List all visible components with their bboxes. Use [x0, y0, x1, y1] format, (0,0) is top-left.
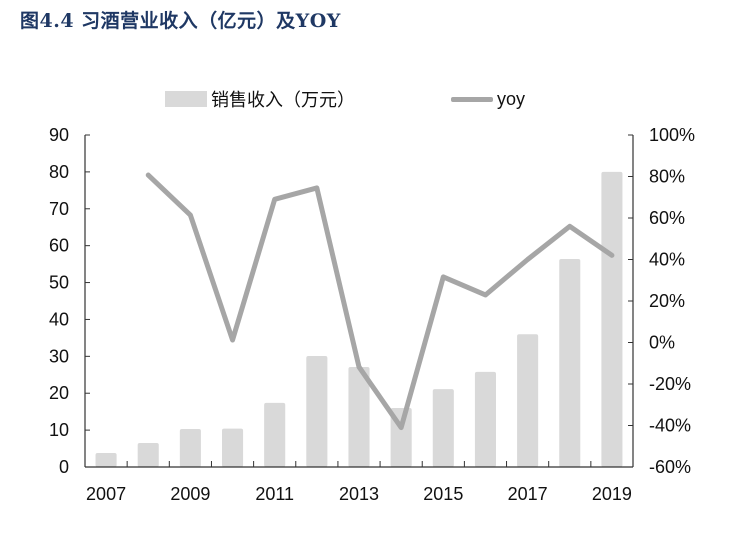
chart-title: 图4.4 习酒营业收入（亿元）及YOY: [20, 10, 341, 32]
left-tick-label: 70: [49, 199, 69, 219]
right-tick-label: 80%: [649, 167, 685, 187]
left-tick-label: 20: [49, 383, 69, 403]
bar: [222, 428, 244, 467]
right-tick-label: 20%: [649, 291, 685, 311]
legend: 销售收入（万元） yoy: [165, 86, 525, 112]
bar: [306, 355, 328, 467]
legend-bar-label: 销售收入（万元）: [211, 90, 355, 110]
right-tick-label: 40%: [649, 250, 685, 270]
x-tick-label: 2011: [255, 484, 294, 504]
left-tick-label: 40: [49, 309, 69, 329]
bar: [601, 171, 623, 467]
left-tick-label: 30: [49, 346, 69, 366]
legend-bar-swatch: [165, 91, 207, 107]
x-tick-label: 2009: [170, 484, 210, 504]
bar: [179, 429, 201, 467]
bar: [474, 371, 496, 467]
right-tick-label: 60%: [649, 208, 685, 228]
x-tick-label: 2019: [592, 484, 632, 504]
yoy-line: [145, 172, 615, 431]
x-tick-label: 2015: [423, 484, 463, 504]
x-tick-label: 2013: [339, 484, 379, 504]
bar: [95, 452, 117, 467]
right-tick-label: 0%: [649, 333, 675, 353]
right-tick-label: 100%: [649, 125, 695, 145]
right-tick-label: -60%: [649, 457, 691, 477]
bar: [348, 367, 370, 467]
left-tick-label: 10: [49, 420, 69, 440]
left-tick-label: 80: [49, 162, 69, 182]
right-tick-label: -20%: [649, 374, 691, 394]
bar: [264, 402, 286, 467]
x-tick-label: 2017: [508, 484, 548, 504]
left-tick-label: 90: [49, 125, 69, 145]
left-tick-label: 50: [49, 273, 69, 293]
left-tick-label: 60: [49, 236, 69, 256]
bar: [137, 443, 159, 467]
legend-line-label: yoy: [497, 88, 526, 109]
left-tick-label: 0: [59, 457, 69, 477]
right-tick-label: -40%: [649, 416, 691, 436]
x-tick-label: 2007: [86, 484, 126, 504]
legend-line-swatch: [451, 96, 493, 102]
bar: [517, 334, 539, 467]
bar: [432, 389, 454, 467]
bar: [559, 258, 581, 467]
